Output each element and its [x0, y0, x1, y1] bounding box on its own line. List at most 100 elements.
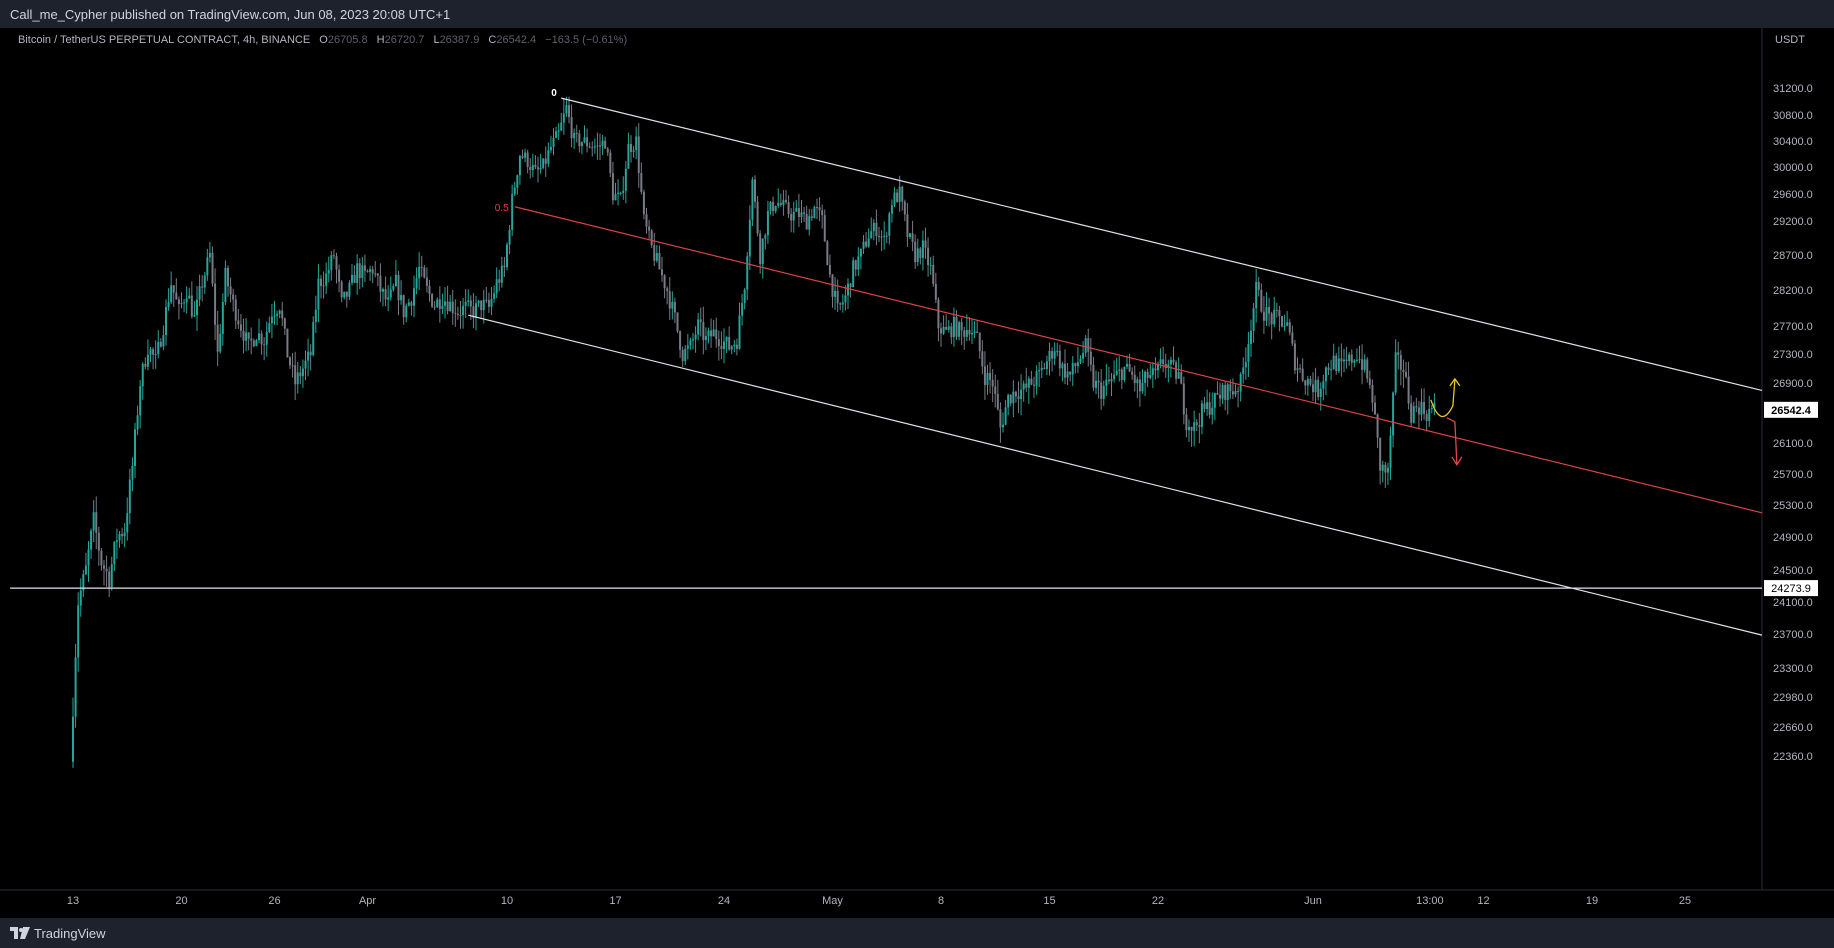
candle-body [816, 206, 818, 208]
candle-body [1363, 359, 1366, 370]
candle-body [307, 351, 310, 361]
candle-body [937, 299, 940, 329]
candle-body [255, 340, 258, 347]
candle-body [1343, 359, 1345, 362]
candle-body [544, 158, 547, 164]
candle-body [653, 245, 656, 261]
change-value: −163.5 (−0.61%) [545, 34, 628, 46]
candle-body [1374, 402, 1376, 415]
candle-body [932, 264, 935, 284]
candle-body [214, 283, 217, 325]
candle-body [668, 291, 671, 309]
channel-upper-line [561, 97, 1763, 392]
candle-body [418, 266, 421, 279]
candle-body [1405, 371, 1407, 377]
price-tick-label: 23300.0 [1773, 663, 1813, 675]
candle-body [766, 211, 769, 236]
candle-body [252, 340, 255, 347]
candle-body [180, 303, 183, 305]
candle-body [911, 233, 914, 242]
candle-body [552, 137, 555, 147]
low-value: 26387.9 [439, 34, 480, 46]
candle-body [1381, 464, 1384, 471]
candle-body [1087, 338, 1090, 352]
candle-body [1162, 359, 1165, 364]
candle-body [154, 354, 157, 356]
current-price-label: 26542.4 [1771, 405, 1812, 417]
fib-level-05-label: 0.5 [495, 203, 509, 214]
candle-body [394, 274, 397, 287]
candle-body [797, 208, 800, 217]
time-tick-label: Jun [1304, 895, 1322, 907]
candle-body [624, 168, 627, 191]
candle-body [764, 235, 767, 239]
candle-body [1423, 401, 1426, 414]
candle-body [570, 117, 573, 139]
candle-body [955, 316, 958, 337]
candle-body [630, 143, 632, 152]
candle-body [774, 205, 777, 212]
candle-body [859, 248, 862, 257]
price-tick-label: 24100.0 [1773, 597, 1813, 609]
candle-body [1167, 364, 1170, 368]
candle-body [821, 210, 824, 216]
candle-body [901, 186, 904, 202]
candle-body [823, 215, 826, 242]
candle-body [503, 265, 506, 268]
candle-body [596, 145, 599, 147]
candle-body [666, 288, 669, 292]
candle-body [754, 179, 756, 202]
candle-body [1270, 313, 1273, 325]
candle-body [449, 301, 452, 312]
candle-body [1056, 350, 1059, 352]
candle-body [1120, 369, 1123, 380]
candle-body [575, 132, 578, 134]
price-tick-label: 28700.0 [1773, 250, 1813, 262]
candle-body [1157, 363, 1159, 371]
candle-body [278, 310, 281, 314]
candle-body [893, 192, 896, 206]
candle-body [485, 299, 488, 301]
time-tick-label: May [822, 895, 843, 907]
tradingview-logo[interactable]: TradingView [10, 926, 106, 941]
candle-body [1097, 380, 1100, 383]
candle-body [627, 143, 630, 169]
price-tick-label: 26900.0 [1773, 378, 1813, 390]
candle-body [139, 386, 142, 416]
candle-body [1317, 379, 1320, 397]
candle-body [384, 289, 387, 300]
candle-body [981, 351, 984, 367]
candle-body [172, 285, 175, 293]
candle-body [1389, 435, 1392, 468]
candle-body [673, 301, 676, 313]
candle-body [1002, 424, 1004, 428]
candle-body [263, 344, 266, 346]
candle-body [1299, 368, 1302, 370]
candle-body [792, 211, 795, 221]
candle-body [322, 285, 325, 287]
candle-body [490, 298, 493, 307]
candle-body [1082, 352, 1085, 359]
candle-body [968, 329, 971, 335]
candle-body [991, 379, 994, 387]
candle-body [144, 363, 147, 367]
candle-body [312, 321, 315, 356]
candle-body [1252, 308, 1255, 331]
candle-body [110, 564, 113, 588]
candle-body [1306, 378, 1309, 386]
candle-body [560, 122, 563, 131]
candle-body [1084, 338, 1087, 353]
candle-body [539, 167, 542, 170]
candle-body [1138, 379, 1141, 392]
price-chart[interactable]: 31200.0 30800.0 30400.0 30000.0 29600.0 29200… [0, 28, 1834, 918]
candle-body [1417, 407, 1420, 415]
candle-body [201, 286, 204, 288]
candle-body [508, 230, 511, 245]
candle-body [1144, 371, 1147, 383]
candle-body [1379, 437, 1382, 471]
candle-body [1095, 380, 1097, 388]
price-tick-label: 22980.0 [1773, 692, 1813, 704]
price-tick-label: 30800.0 [1773, 110, 1813, 122]
candle-body [438, 299, 441, 309]
candle-body [681, 349, 684, 362]
